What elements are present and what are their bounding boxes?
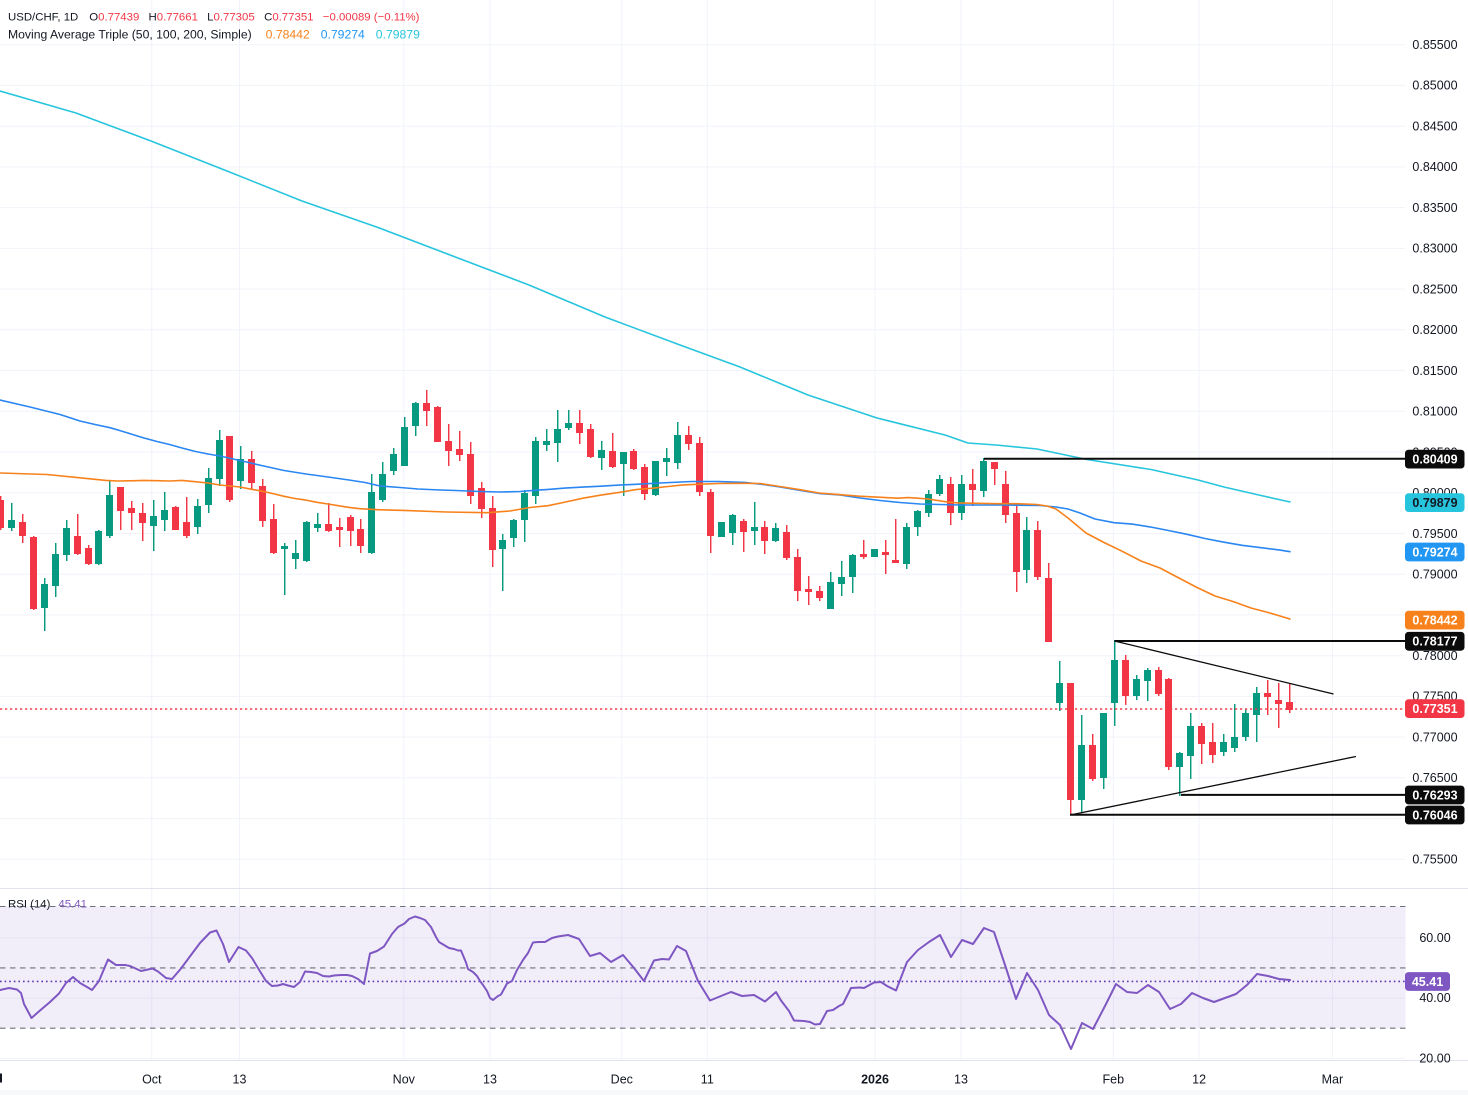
- svg-text:Oct: Oct: [142, 1073, 162, 1087]
- svg-text:0.80409: 0.80409: [1412, 452, 1457, 466]
- svg-text:13: 13: [954, 1073, 968, 1087]
- svg-text:0.79274: 0.79274: [1412, 545, 1457, 559]
- svg-text:0.85500: 0.85500: [1412, 38, 1457, 52]
- svg-text:0.81500: 0.81500: [1412, 364, 1457, 378]
- svg-text:60.00: 60.00: [1419, 931, 1450, 945]
- svg-text:RSI (14)45.41: RSI (14)45.41: [8, 899, 87, 911]
- svg-text:0.83000: 0.83000: [1412, 242, 1457, 256]
- svg-text:0.81000: 0.81000: [1412, 405, 1457, 419]
- svg-text:13: 13: [233, 1073, 247, 1087]
- svg-text:0.79879: 0.79879: [1412, 496, 1457, 510]
- svg-text:13: 13: [483, 1073, 497, 1087]
- svg-text:0.78177: 0.78177: [1412, 635, 1457, 649]
- svg-text:0.79000: 0.79000: [1412, 568, 1457, 582]
- svg-text:2026: 2026: [861, 1073, 889, 1087]
- svg-text:11: 11: [701, 1073, 714, 1087]
- svg-text:12: 12: [1192, 1073, 1206, 1087]
- svg-text:Mar: Mar: [1322, 1073, 1344, 1087]
- svg-text:0.75500: 0.75500: [1412, 853, 1457, 867]
- svg-text:Dec: Dec: [611, 1073, 633, 1087]
- svg-text:0.84500: 0.84500: [1412, 120, 1457, 134]
- svg-text:0.76500: 0.76500: [1412, 771, 1457, 785]
- svg-text:0.76293: 0.76293: [1412, 788, 1457, 802]
- svg-text:Moving Average Triple (50, 100: Moving Average Triple (50, 100, 200, Sim…: [8, 28, 420, 42]
- svg-text:Nov: Nov: [393, 1073, 416, 1087]
- svg-text:20.00: 20.00: [1419, 1051, 1450, 1065]
- svg-text:Feb: Feb: [1103, 1073, 1125, 1087]
- svg-text:0.78000: 0.78000: [1412, 649, 1457, 663]
- svg-text:0.82500: 0.82500: [1412, 282, 1457, 296]
- svg-text:0.76046: 0.76046: [1412, 808, 1457, 822]
- svg-text:0.84000: 0.84000: [1412, 160, 1457, 174]
- svg-text:0.83500: 0.83500: [1412, 201, 1457, 215]
- svg-text:0.78442: 0.78442: [1412, 613, 1457, 627]
- svg-text:0.77000: 0.77000: [1412, 730, 1457, 744]
- svg-text:0.85000: 0.85000: [1412, 79, 1457, 93]
- svg-text:0.77351: 0.77351: [1412, 702, 1457, 716]
- svg-text:0.82000: 0.82000: [1412, 323, 1457, 337]
- svg-text:0.79500: 0.79500: [1412, 527, 1457, 541]
- svg-text:40.00: 40.00: [1419, 991, 1450, 1005]
- svg-text:45.41: 45.41: [1412, 975, 1443, 989]
